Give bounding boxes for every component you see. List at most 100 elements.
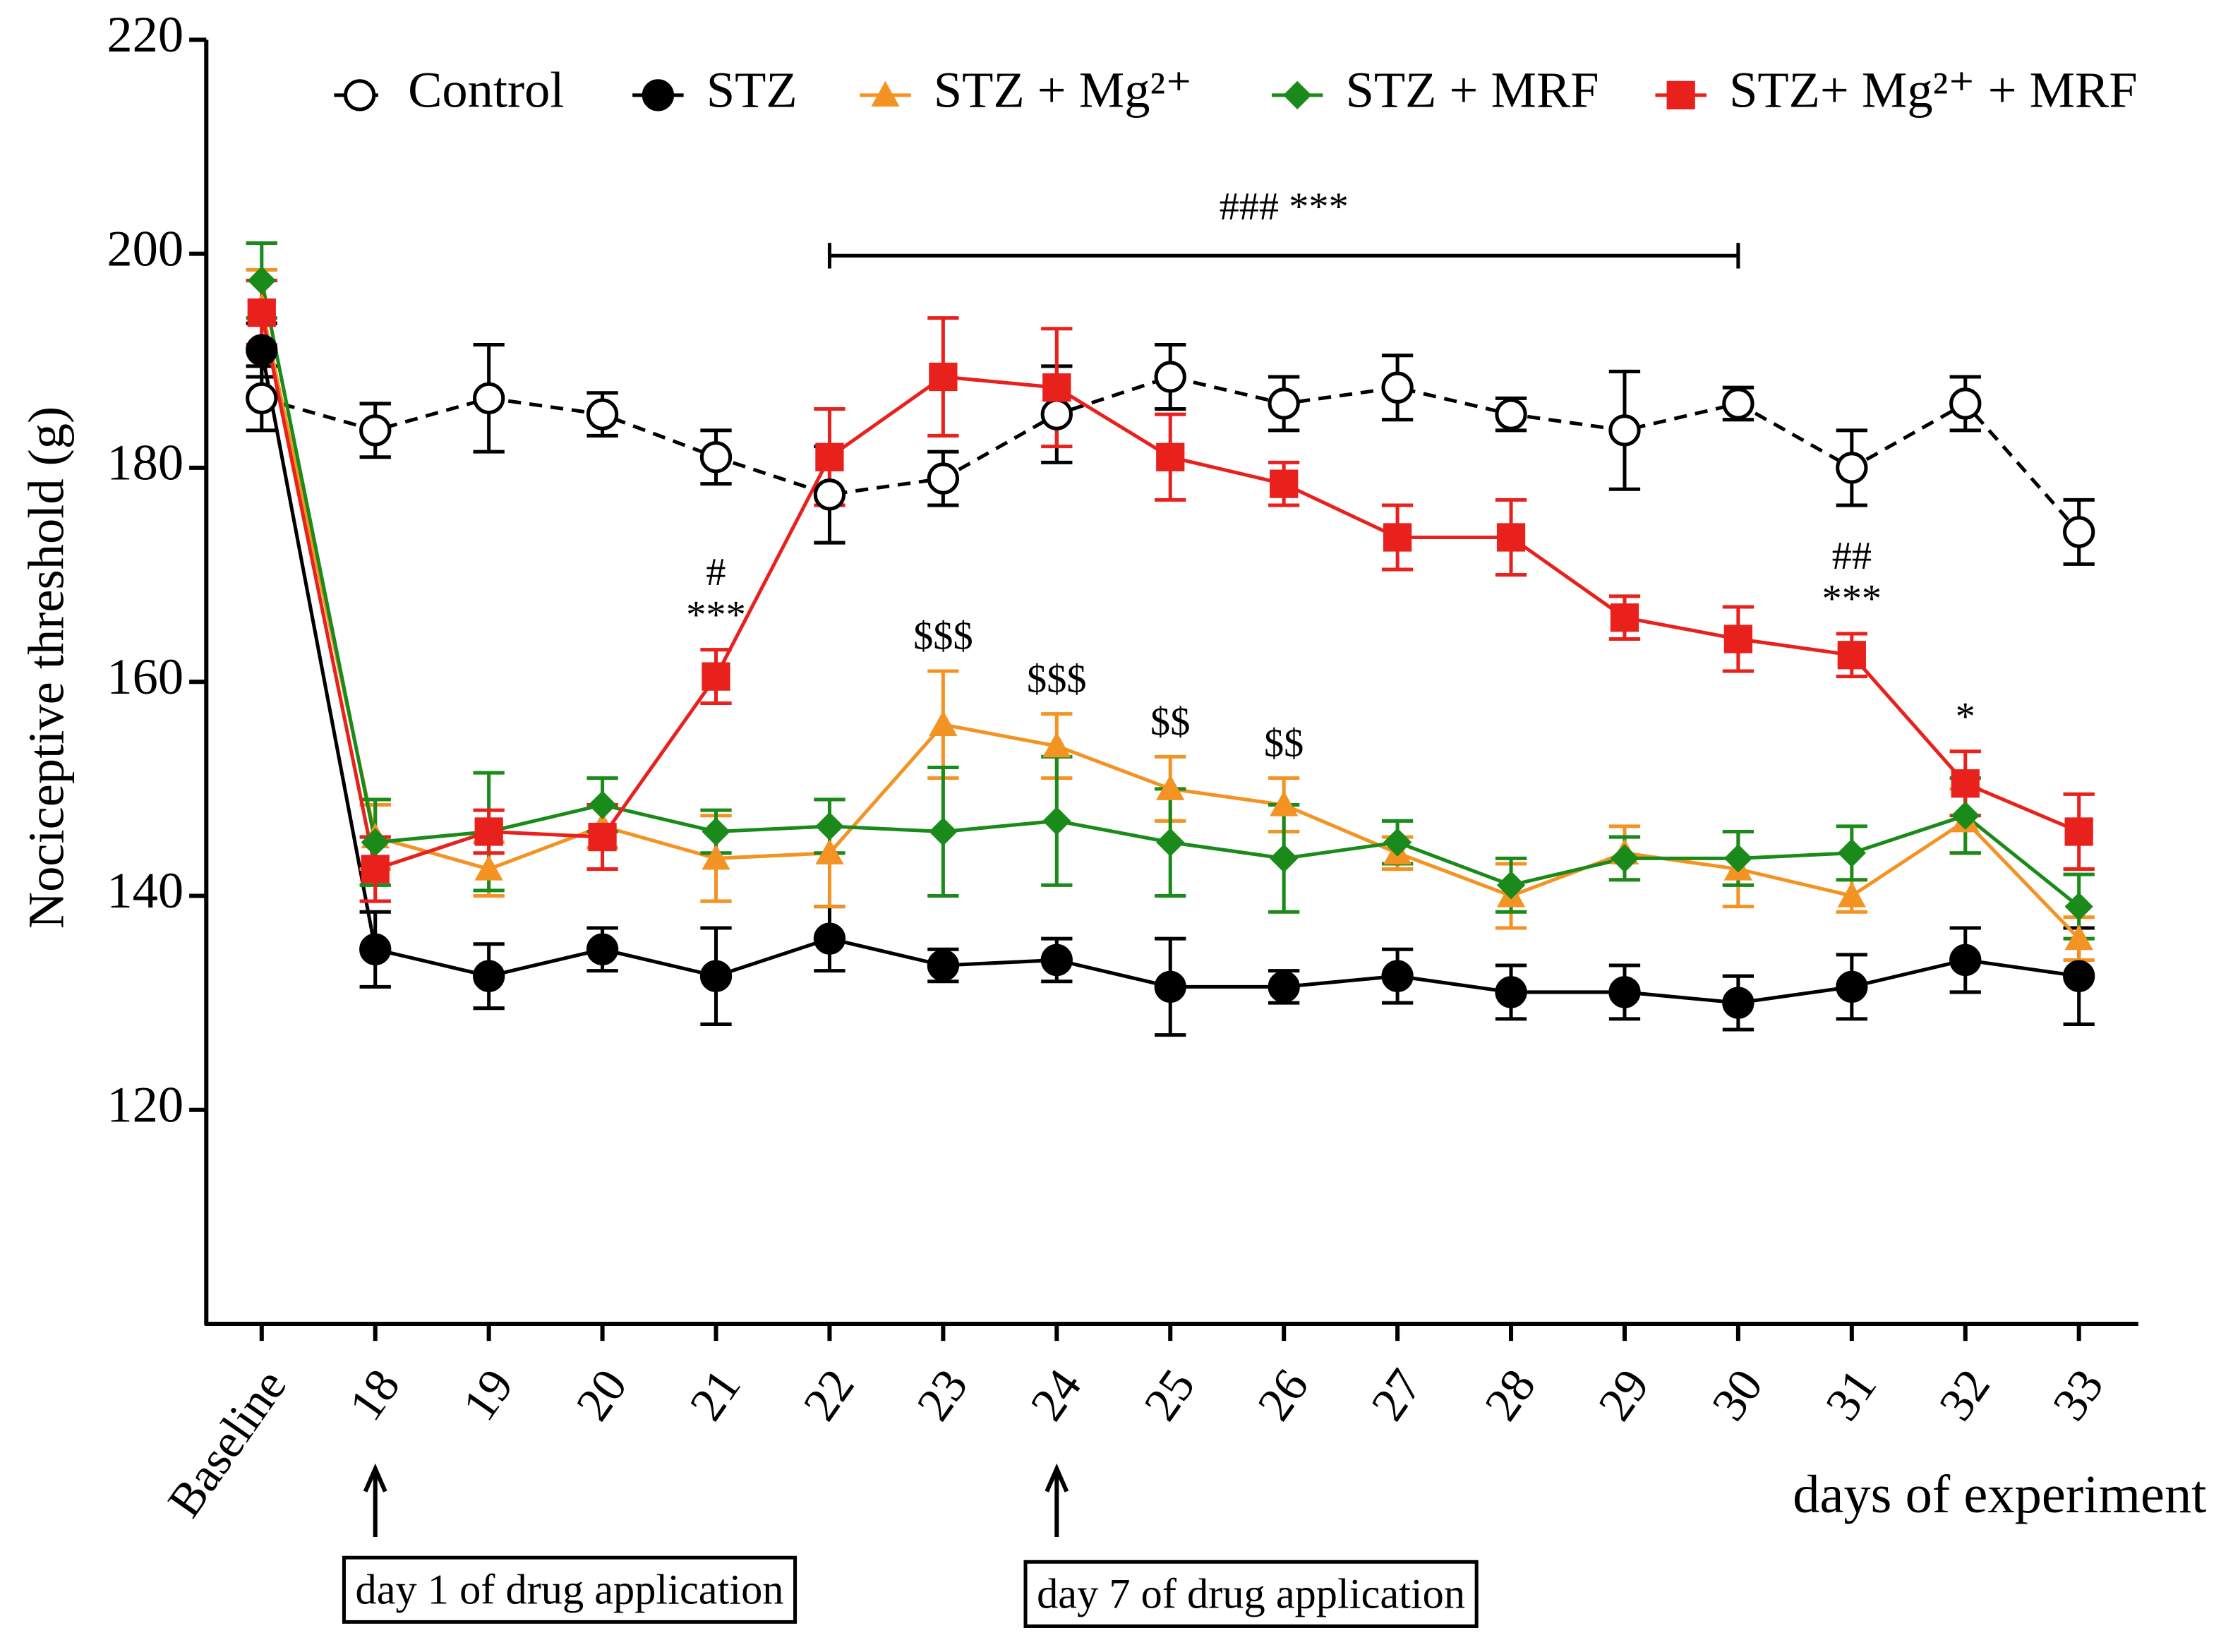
note-label: day 7 of drug application bbox=[1037, 1570, 1465, 1617]
x-tick-label: 32 bbox=[1929, 1360, 2001, 1430]
data-point bbox=[1610, 844, 1639, 873]
legend-label: STZ bbox=[706, 61, 797, 118]
legend-label: STZ + Mg²⁺ bbox=[934, 61, 1193, 118]
series-line bbox=[261, 375, 2081, 533]
x-tick-label: 29 bbox=[1588, 1360, 1660, 1430]
data-point bbox=[927, 462, 960, 495]
x-axis-label: days of experiment bbox=[1793, 1464, 2206, 1524]
data-point bbox=[1154, 970, 1186, 1003]
data-point bbox=[927, 949, 960, 982]
data-point bbox=[474, 817, 503, 846]
x-tick-label: 22 bbox=[793, 1360, 865, 1430]
data-point bbox=[1608, 976, 1641, 1008]
data-point bbox=[1381, 371, 1414, 404]
data-point bbox=[1495, 976, 1527, 1008]
data-point bbox=[1836, 452, 1868, 484]
data-point bbox=[1154, 361, 1186, 393]
data-point bbox=[871, 80, 900, 107]
bracket bbox=[827, 243, 1740, 269]
data-point bbox=[929, 710, 958, 736]
data-point bbox=[813, 478, 846, 511]
data-point bbox=[361, 855, 390, 884]
significance-label: $$ bbox=[1150, 700, 1190, 744]
data-point bbox=[2064, 924, 2093, 951]
data-point bbox=[815, 442, 844, 471]
data-point bbox=[929, 362, 958, 392]
x-tick-label: 27 bbox=[1361, 1360, 1433, 1430]
data-point bbox=[344, 79, 376, 111]
data-point bbox=[1040, 398, 1073, 430]
legend-label: STZ+ Mg²⁺ + MRF bbox=[1729, 61, 2138, 118]
note-label: day 1 of drug application bbox=[356, 1566, 784, 1613]
data-point bbox=[247, 266, 276, 295]
data-point bbox=[2063, 516, 2095, 548]
data-point bbox=[813, 922, 846, 955]
x-tick-label: 28 bbox=[1474, 1360, 1546, 1430]
x-tick-label: 31 bbox=[1815, 1360, 1887, 1430]
y-tick-label: 180 bbox=[107, 434, 183, 491]
data-point bbox=[1837, 881, 1866, 908]
data-point bbox=[359, 414, 392, 447]
x-tick-label: 33 bbox=[2042, 1360, 2114, 1430]
x-tick-label: 26 bbox=[1247, 1360, 1319, 1430]
significance-label: # bbox=[706, 550, 726, 594]
data-point bbox=[1608, 414, 1641, 447]
data-point bbox=[1722, 387, 1754, 420]
legend-label: Control bbox=[408, 61, 564, 118]
data-point bbox=[1949, 943, 1982, 977]
data-point bbox=[929, 817, 958, 846]
data-point bbox=[1836, 970, 1868, 1003]
data-point bbox=[815, 812, 844, 841]
data-point bbox=[1837, 641, 1866, 670]
significance-label: *** bbox=[686, 593, 746, 637]
x-tick-label: 20 bbox=[565, 1360, 637, 1430]
significance-label: $$$ bbox=[913, 615, 973, 658]
data-point bbox=[1949, 387, 1982, 420]
y-tick-label: 160 bbox=[107, 648, 183, 705]
data-point bbox=[702, 817, 730, 846]
data-point bbox=[702, 844, 730, 870]
x-tick-label: 25 bbox=[1133, 1360, 1205, 1430]
legend-label: STZ + MRF bbox=[1346, 61, 1599, 118]
y-axis-label: Nociceptive threshold (g) bbox=[18, 406, 75, 929]
note-box bbox=[342, 1555, 797, 1624]
data-point bbox=[1722, 987, 1754, 1019]
data-point bbox=[1270, 844, 1299, 873]
data-point bbox=[246, 382, 278, 414]
y-tick-label: 120 bbox=[107, 1075, 183, 1133]
significance-label: *** bbox=[1822, 577, 1882, 621]
data-point bbox=[1496, 523, 1526, 552]
data-point bbox=[588, 790, 617, 819]
significance-label: $$ bbox=[1264, 721, 1304, 765]
data-point bbox=[1283, 80, 1312, 109]
data-point bbox=[702, 662, 730, 691]
data-point bbox=[1723, 625, 1753, 653]
data-point bbox=[1270, 790, 1299, 816]
significance-label: ## bbox=[1832, 534, 1872, 578]
data-point bbox=[1156, 828, 1185, 857]
bracket-label: ### *** bbox=[1220, 185, 1349, 229]
data-point bbox=[361, 828, 390, 857]
data-point bbox=[1040, 943, 1073, 977]
data-point bbox=[1381, 960, 1414, 992]
significance-label: * bbox=[1956, 694, 1975, 738]
data-point bbox=[2064, 817, 2093, 846]
data-point bbox=[1268, 970, 1300, 1003]
x-tick-label: 23 bbox=[906, 1360, 978, 1430]
x-tick-label: Baseline bbox=[157, 1360, 296, 1527]
data-point bbox=[1383, 828, 1412, 857]
data-point bbox=[1666, 80, 1695, 109]
data-point bbox=[474, 855, 503, 881]
data-point bbox=[586, 398, 619, 430]
data-point bbox=[1156, 442, 1185, 471]
data-point bbox=[642, 79, 675, 111]
significance-label: $$$ bbox=[1027, 657, 1087, 701]
data-point bbox=[1837, 838, 1866, 867]
data-point bbox=[473, 960, 505, 992]
x-tick-label: 18 bbox=[339, 1360, 411, 1430]
arrow bbox=[1045, 1463, 1069, 1537]
y-tick-label: 140 bbox=[107, 862, 183, 919]
arrow bbox=[363, 1463, 387, 1537]
